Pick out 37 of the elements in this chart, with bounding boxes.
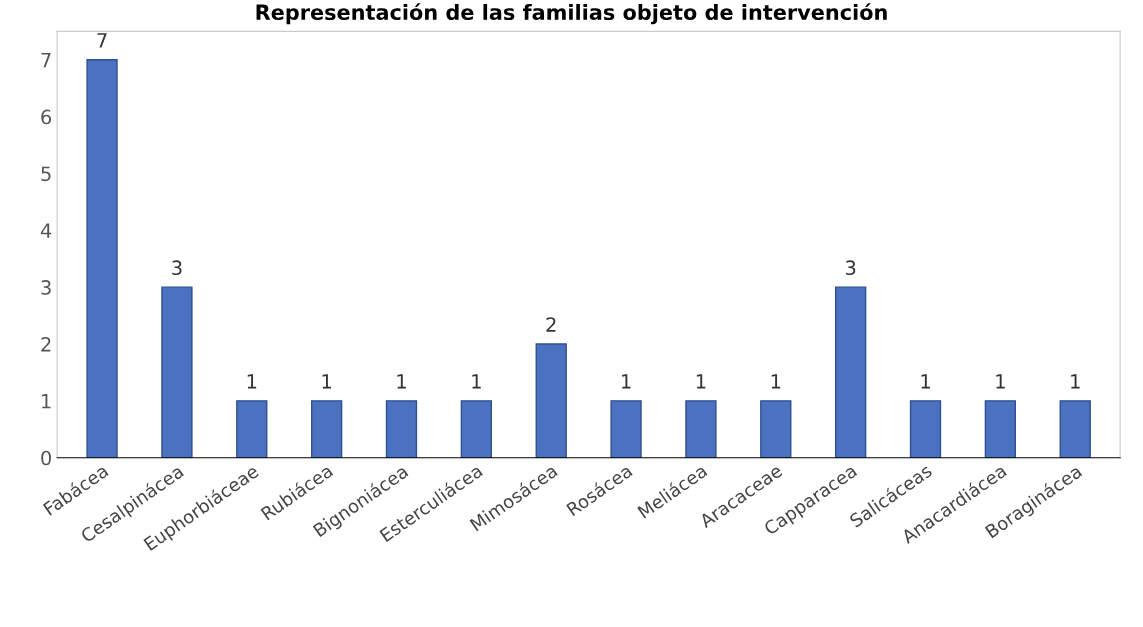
bar	[984, 400, 1017, 458]
data-label: 1	[771, 374, 781, 389]
data-label: 3	[172, 260, 182, 276]
y-tick-label: 3	[41, 280, 51, 295]
bar	[610, 400, 642, 458]
bar	[909, 400, 942, 458]
data-label: 1	[472, 374, 481, 389]
bar	[310, 400, 343, 458]
y-tick-label: 0	[41, 450, 51, 466]
data-label: 1	[322, 374, 332, 389]
data-label: 2	[546, 317, 556, 332]
data-label: 1	[247, 374, 257, 389]
bar	[236, 400, 268, 458]
data-label: 1	[921, 374, 930, 389]
bar	[460, 400, 493, 458]
y-tick-label: 6	[41, 109, 52, 125]
bar	[760, 400, 792, 458]
chart-title: Representación de las familias objeto de intervención	[256, 3, 887, 25]
bar	[685, 400, 717, 458]
y-tick-label: 5	[41, 166, 51, 182]
bar	[385, 400, 418, 458]
data-label: 1	[996, 374, 1005, 389]
bar	[834, 286, 867, 458]
y-tick-label: 7	[41, 52, 51, 68]
data-label: 3	[845, 260, 856, 276]
data-label: 1	[696, 374, 706, 389]
bar	[161, 286, 193, 458]
bar	[1059, 400, 1091, 458]
bar	[86, 59, 118, 458]
data-label: 1	[397, 374, 406, 389]
y-tick-label: 1	[42, 394, 51, 409]
data-label: 1	[622, 374, 631, 389]
data-label: 7	[97, 33, 107, 48]
bar	[535, 343, 567, 458]
data-label: 1	[1071, 374, 1080, 389]
y-tick-label: 2	[41, 336, 51, 352]
y-tick-label: 4	[40, 223, 52, 238]
